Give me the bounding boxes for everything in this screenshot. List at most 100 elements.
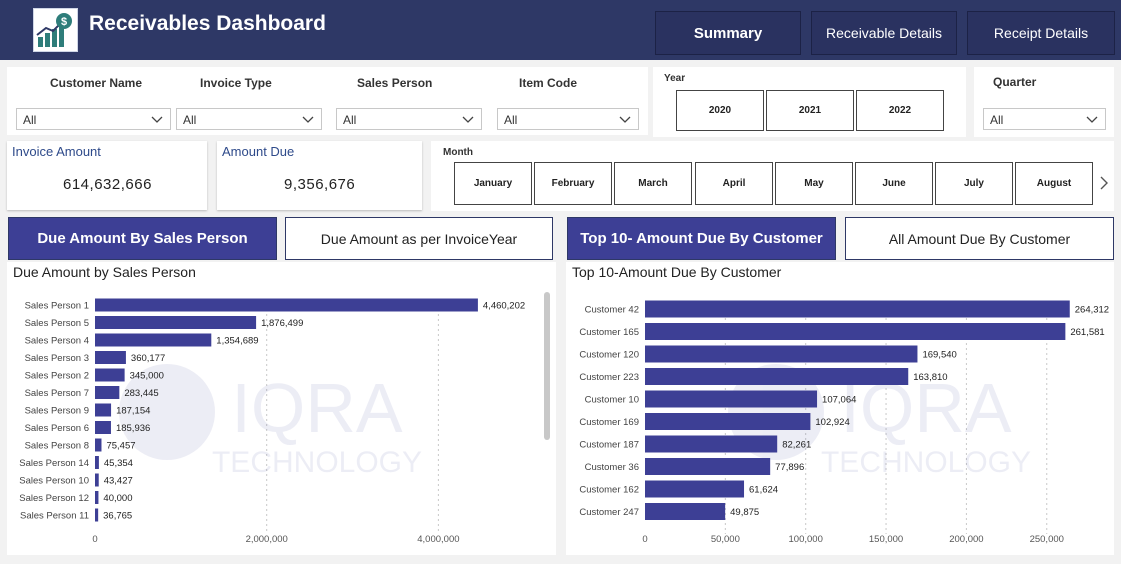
bar <box>95 316 257 329</box>
bar <box>645 413 811 430</box>
bar <box>95 438 102 452</box>
x-tick-label: 2,000,000 <box>246 534 288 545</box>
data-label: 61,624 <box>749 485 778 496</box>
quarter-label: Quarter <box>993 75 1037 89</box>
nav-receivable-details-button[interactable]: Receivable Details <box>811 11 957 55</box>
category-label: Customer 169 <box>579 417 639 428</box>
month-april-button[interactable]: April <box>695 162 773 205</box>
data-label: 49,875 <box>730 507 759 518</box>
category-label: Sales Person 14 <box>19 458 89 469</box>
bar <box>645 323 1066 340</box>
month-february-button[interactable]: February <box>534 162 612 205</box>
customer-bar-chart: 0 50,000 100,000 150,000 200,000 250,000 IQRAT… <box>579 300 1109 545</box>
category-label: Sales Person 2 <box>25 371 89 382</box>
category-label: Customer 162 <box>579 485 639 496</box>
category-label: Sales Person 4 <box>25 336 89 347</box>
bar <box>645 458 771 475</box>
data-label: 1,354,689 <box>216 336 258 347</box>
watermark-emblem-icon <box>119 364 215 460</box>
customer-name-dropdown[interactable]: All <box>16 108 171 130</box>
category-label: Sales Person 9 <box>25 406 89 417</box>
data-label: 345,000 <box>130 371 164 382</box>
nav-summary-button[interactable]: Summary <box>655 11 801 55</box>
bar <box>95 491 99 504</box>
header-bar: $ Receivables Dashboard Summary Receivab… <box>0 0 1121 60</box>
month-may-button[interactable]: May <box>775 162 853 205</box>
data-label: 43,427 <box>104 476 133 487</box>
bar <box>645 368 909 385</box>
x-tick-label: 4,000,000 <box>417 534 459 545</box>
year-2021-button[interactable]: 2021 <box>766 90 854 131</box>
customer-name-label: Customer Name <box>50 76 143 90</box>
quarter-dropdown[interactable]: All <box>983 108 1106 130</box>
category-label: Customer 36 <box>585 462 639 473</box>
sales-person-value: All <box>343 113 357 127</box>
chevron-down-icon <box>619 116 631 123</box>
month-july-button[interactable]: July <box>935 162 1013 205</box>
bar <box>95 421 111 434</box>
bar <box>95 386 120 399</box>
app-title: Receivables Dashboard <box>89 12 326 35</box>
data-label: 4,460,202 <box>483 301 525 312</box>
x-tick-label: 100,000 <box>789 534 823 545</box>
data-label: 102,924 <box>815 417 849 428</box>
category-label: Customer 10 <box>585 395 639 406</box>
invoice-type-label: Invoice Type <box>200 76 272 90</box>
month-august-button[interactable]: August <box>1015 162 1093 205</box>
month-january-button[interactable]: January <box>454 162 532 205</box>
data-label: 264,312 <box>1075 305 1109 316</box>
bar <box>95 368 125 382</box>
item-code-dropdown[interactable]: All <box>497 108 639 130</box>
x-tick-label: 200,000 <box>949 534 983 545</box>
category-label: Sales Person 10 <box>19 476 89 487</box>
month-march-button[interactable]: March <box>614 162 692 205</box>
data-label: 187,154 <box>116 406 150 417</box>
year-label: Year <box>664 73 686 84</box>
svg-text:$: $ <box>61 16 67 28</box>
watermark-line2: TECHNOLOGY <box>212 446 422 479</box>
tab-all-by-customer[interactable]: All Amount Due By Customer <box>845 217 1114 260</box>
customer-name-value: All <box>23 113 37 127</box>
data-label: 107,064 <box>822 395 856 406</box>
chart-scrollbar[interactable] <box>544 292 550 440</box>
data-label: 75,457 <box>106 441 135 452</box>
x-tick-label: 0 <box>642 534 647 545</box>
category-label: Customer 187 <box>579 440 639 451</box>
quarter-slicer: Quarter All <box>974 67 1114 137</box>
category-label: Sales Person 8 <box>25 441 89 452</box>
nav-receipt-details-button[interactable]: Receipt Details <box>967 11 1115 55</box>
category-label: Customer 165 <box>579 327 639 338</box>
tab-top10-by-customer[interactable]: Top 10- Amount Due By Customer <box>567 217 836 260</box>
invoice-type-dropdown[interactable]: All <box>176 108 322 130</box>
invoice-amount-card: Invoice Amount 614,632,666 <box>7 141 207 210</box>
bar <box>95 473 99 487</box>
chevron-right-icon[interactable] <box>1098 175 1110 191</box>
chevron-down-icon <box>151 116 163 123</box>
bar <box>95 333 212 347</box>
customer-chart-title: Top 10-Amount Due By Customer <box>572 264 782 280</box>
category-label: Sales Person 7 <box>25 388 89 399</box>
year-2022-button[interactable]: 2022 <box>856 90 944 131</box>
amount-due-label: Amount Due <box>222 144 295 159</box>
invoice-amount-value: 614,632,666 <box>63 176 152 193</box>
month-label: Month <box>443 147 473 158</box>
tab-due-by-sales-person[interactable]: Due Amount By Sales Person <box>8 217 277 260</box>
category-label: Sales Person 3 <box>25 353 89 364</box>
category-label: Sales Person 1 <box>25 301 89 312</box>
sales-person-dropdown[interactable]: All <box>336 108 482 130</box>
data-label: 36,765 <box>103 511 132 522</box>
data-label: 163,810 <box>913 372 947 383</box>
month-june-button[interactable]: June <box>855 162 933 205</box>
item-code-label: Item Code <box>519 76 578 90</box>
year-2020-button[interactable]: 2020 <box>676 90 764 131</box>
chevron-down-icon <box>302 116 314 123</box>
x-tick-label: 0 <box>92 534 97 545</box>
data-label: 45,354 <box>104 458 133 469</box>
x-tick-label: 250,000 <box>1030 534 1064 545</box>
app-logo-icon: $ <box>33 8 78 52</box>
amount-due-value: 9,356,676 <box>284 176 356 193</box>
tab-due-by-invoice-year[interactable]: Due Amount as per InvoiceYear <box>285 217 553 260</box>
